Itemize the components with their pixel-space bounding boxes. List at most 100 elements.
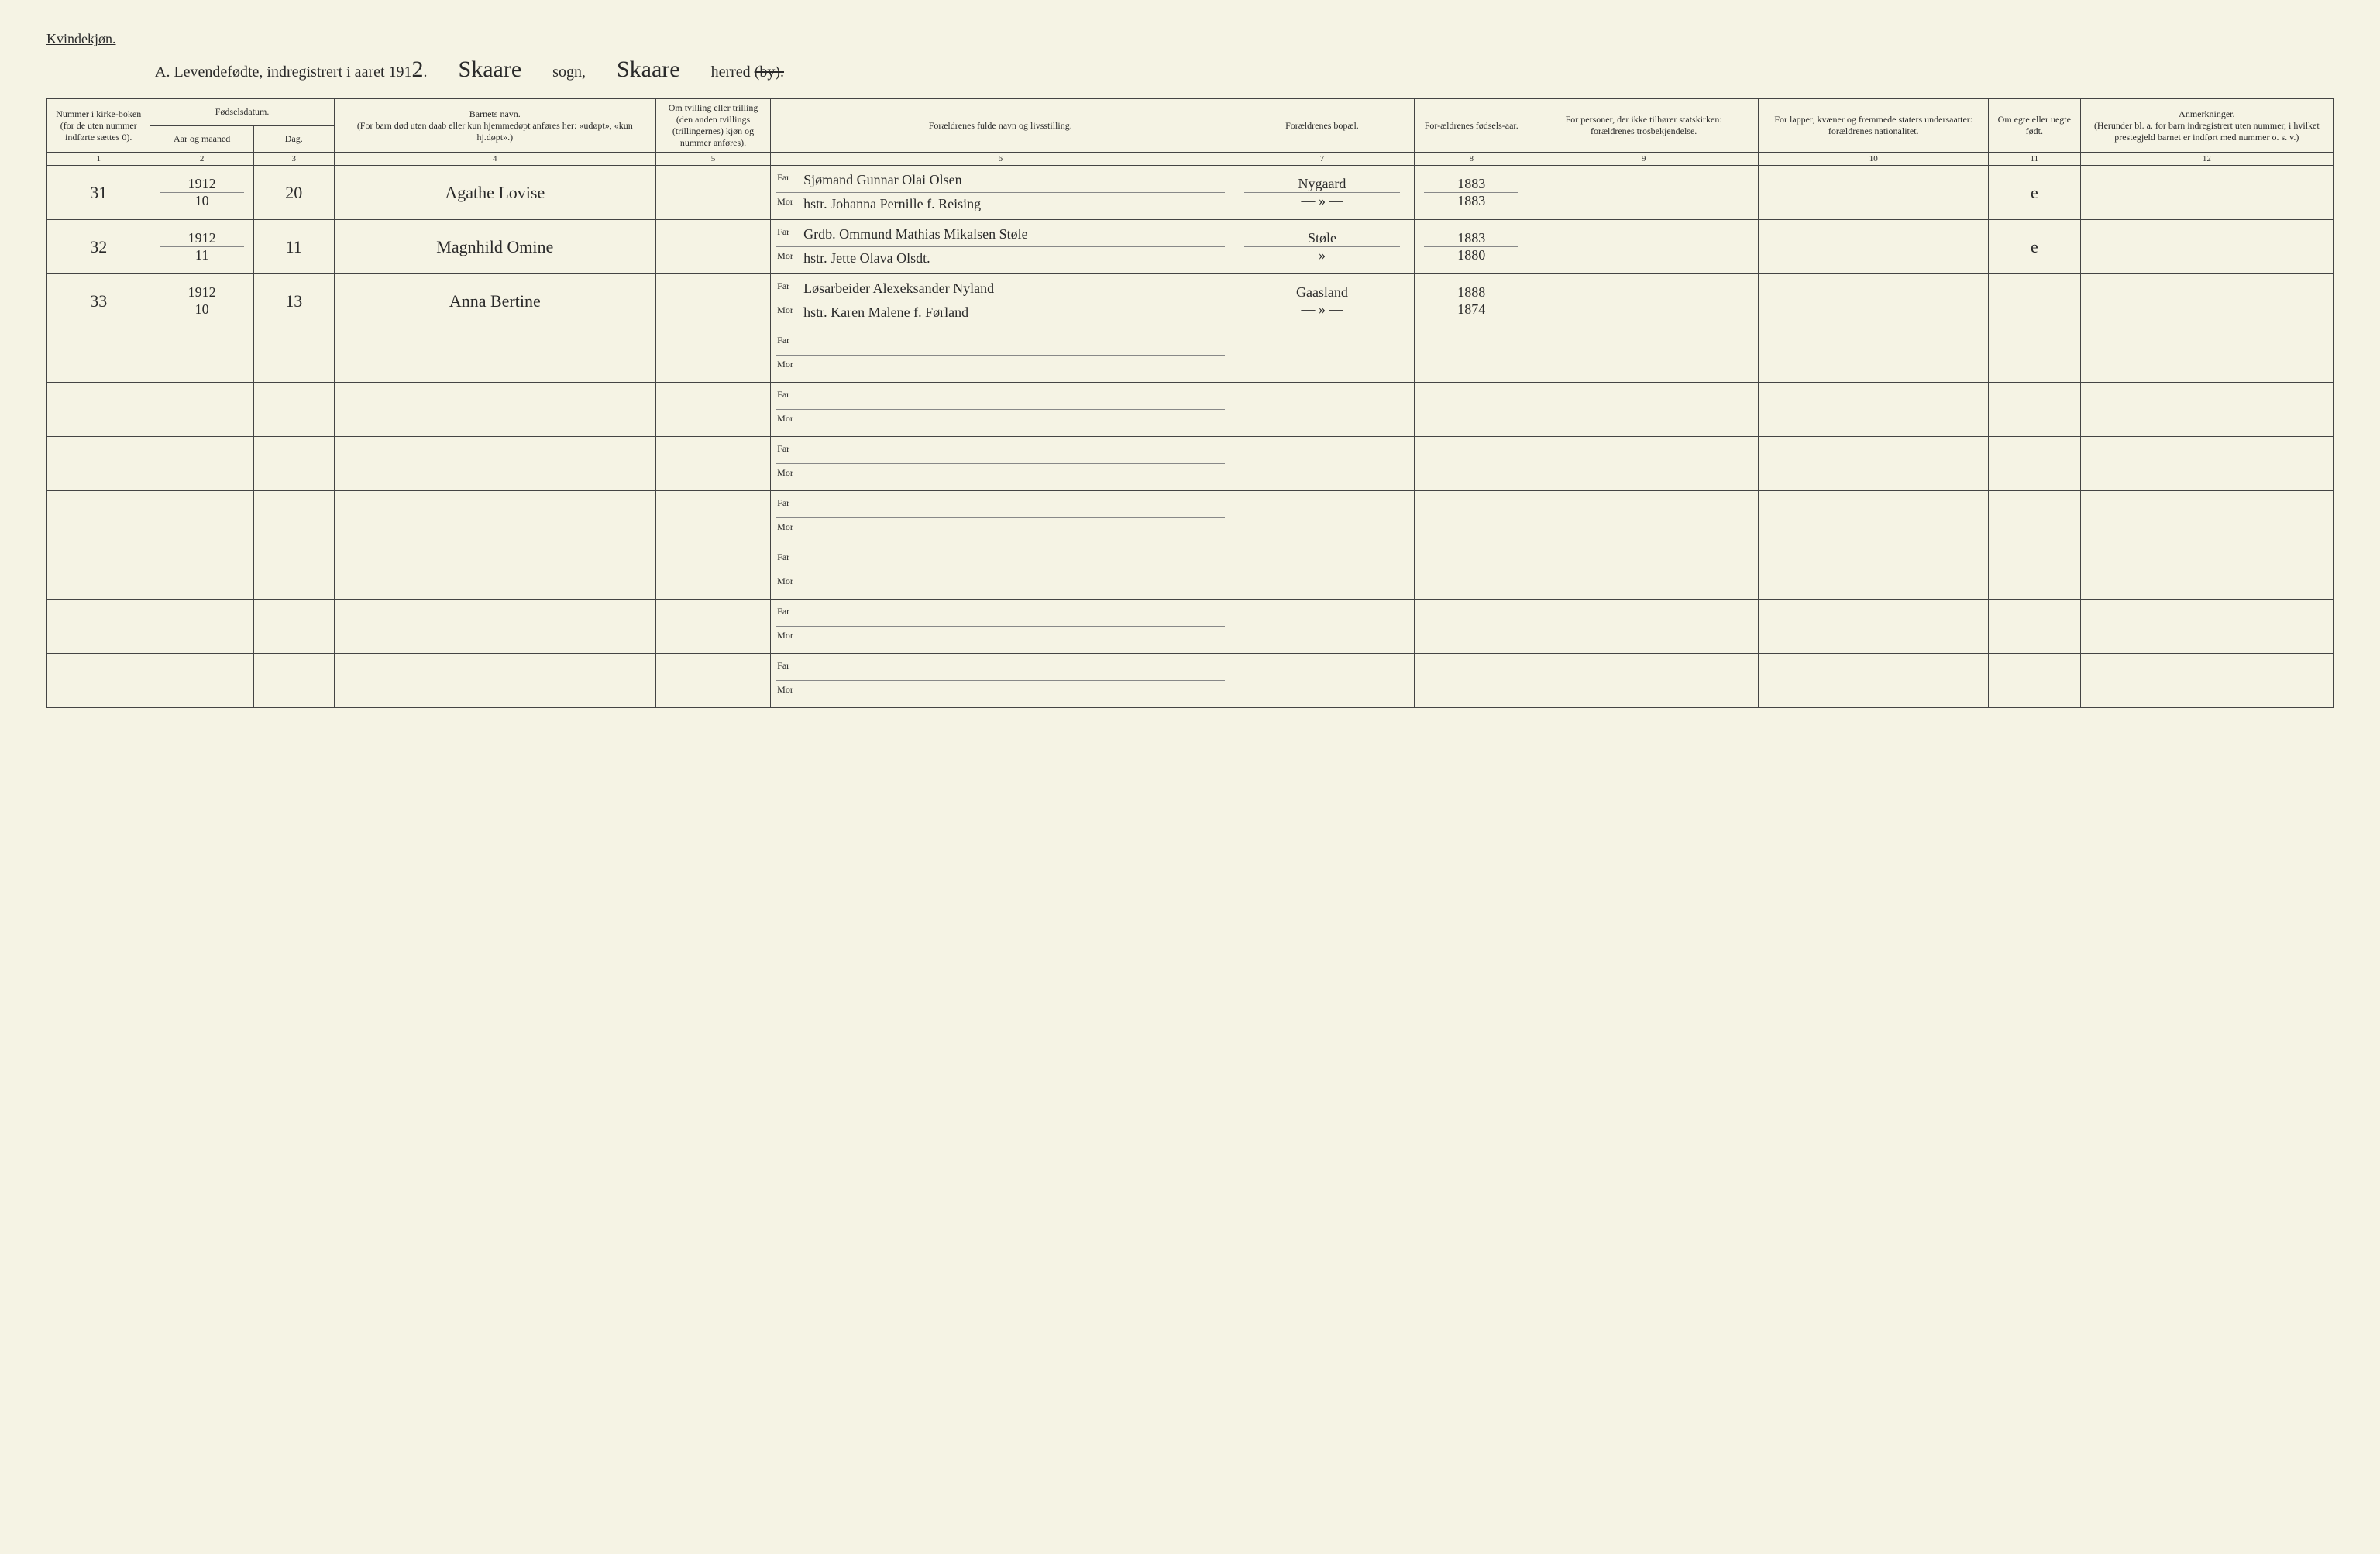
mor-label: Mor bbox=[777, 630, 799, 647]
table-row-empty: FarMor bbox=[47, 491, 2334, 545]
legitimate-cell bbox=[1989, 437, 2081, 491]
col-header-10: Om egte eller uegte født. bbox=[1989, 99, 2081, 153]
birth-day bbox=[253, 545, 334, 600]
column-number: 9 bbox=[1529, 153, 1759, 166]
child-name: Magnhild Omine bbox=[334, 220, 655, 274]
residence bbox=[1230, 437, 1414, 491]
far-label: Far bbox=[777, 552, 799, 569]
twin-cell bbox=[655, 654, 770, 708]
far-value: Grdb. Ommund Mathias Mikalsen Støle bbox=[803, 226, 1223, 243]
remarks-cell bbox=[2080, 166, 2333, 220]
residence bbox=[1230, 600, 1414, 654]
legitimate-cell bbox=[1989, 383, 2081, 437]
far-value bbox=[803, 443, 1223, 460]
remarks-cell bbox=[2080, 600, 2333, 654]
far-label: Far bbox=[777, 606, 799, 623]
residence bbox=[1230, 654, 1414, 708]
far-label: Far bbox=[777, 172, 799, 189]
religion-cell bbox=[1529, 383, 1759, 437]
parents-birth-years: 18881874 bbox=[1414, 274, 1529, 328]
twin-cell bbox=[655, 383, 770, 437]
table-row: 3119121020Agathe LoviseFarSjømand Gunnar… bbox=[47, 166, 2334, 220]
birth-year-month bbox=[150, 545, 253, 600]
register-table: Nummer i kirke-boken (for de uten nummer… bbox=[46, 98, 2334, 708]
religion-cell bbox=[1529, 600, 1759, 654]
sogn-label: sogn, bbox=[552, 64, 586, 81]
parents-cell: FarMor bbox=[771, 654, 1230, 708]
col-header-2b: Dag. bbox=[253, 125, 334, 153]
residence: Støle— » — bbox=[1230, 220, 1414, 274]
mor-value bbox=[803, 359, 1223, 376]
nationality-cell bbox=[1759, 491, 1989, 545]
far-value: Løsarbeider Alexeksander Nyland bbox=[803, 280, 1223, 297]
mor-value bbox=[803, 467, 1223, 484]
religion-cell bbox=[1529, 437, 1759, 491]
mor-label: Mor bbox=[777, 304, 799, 321]
birth-year-month: 191211 bbox=[150, 220, 253, 274]
parents-birth-years: 18831880 bbox=[1414, 220, 1529, 274]
entry-number: 33 bbox=[47, 274, 150, 328]
birth-day bbox=[253, 383, 334, 437]
birth-day: 20 bbox=[253, 166, 334, 220]
mor-value bbox=[803, 521, 1223, 538]
col-header-5: Forældrenes fulde navn og livsstilling. bbox=[771, 99, 1230, 153]
child-name bbox=[334, 654, 655, 708]
remarks-cell bbox=[2080, 220, 2333, 274]
legitimate-cell bbox=[1989, 600, 2081, 654]
parents-cell: FarLøsarbeider Alexeksander NylandMorhst… bbox=[771, 274, 1230, 328]
parents-birth-years bbox=[1414, 383, 1529, 437]
remarks-cell bbox=[2080, 383, 2333, 437]
legitimate-cell bbox=[1989, 274, 2081, 328]
column-number: 4 bbox=[334, 153, 655, 166]
mor-value bbox=[803, 576, 1223, 593]
far-value bbox=[803, 660, 1223, 677]
column-number: 1 bbox=[47, 153, 150, 166]
parents-birth-years bbox=[1414, 328, 1529, 383]
far-value bbox=[803, 606, 1223, 623]
remarks-cell bbox=[2080, 274, 2333, 328]
parents-cell: FarMor bbox=[771, 491, 1230, 545]
twin-cell bbox=[655, 545, 770, 600]
entry-number bbox=[47, 654, 150, 708]
birth-day bbox=[253, 491, 334, 545]
child-name bbox=[334, 383, 655, 437]
far-label: Far bbox=[777, 443, 799, 460]
birth-day bbox=[253, 328, 334, 383]
table-body: 3119121020Agathe LoviseFarSjømand Gunnar… bbox=[47, 166, 2334, 708]
title-row: A. Levendefødte, indregistrert i aaret 1… bbox=[155, 57, 2334, 83]
mor-label: Mor bbox=[777, 196, 799, 213]
table-row-empty: FarMor bbox=[47, 437, 2334, 491]
nationality-cell bbox=[1759, 600, 1989, 654]
birth-year-month bbox=[150, 600, 253, 654]
mor-value bbox=[803, 630, 1223, 647]
mor-label: Mor bbox=[777, 413, 799, 430]
child-name bbox=[334, 600, 655, 654]
far-label: Far bbox=[777, 226, 799, 243]
residence: Gaasland— » — bbox=[1230, 274, 1414, 328]
nationality-cell bbox=[1759, 274, 1989, 328]
birth-day bbox=[253, 600, 334, 654]
mor-label: Mor bbox=[777, 576, 799, 593]
far-value bbox=[803, 335, 1223, 352]
nationality-cell bbox=[1759, 220, 1989, 274]
nationality-cell bbox=[1759, 328, 1989, 383]
residence bbox=[1230, 491, 1414, 545]
twin-cell bbox=[655, 274, 770, 328]
child-name bbox=[334, 491, 655, 545]
twin-cell bbox=[655, 437, 770, 491]
religion-cell bbox=[1529, 328, 1759, 383]
child-name: Agathe Lovise bbox=[334, 166, 655, 220]
parents-birth-years bbox=[1414, 600, 1529, 654]
remarks-cell bbox=[2080, 491, 2333, 545]
gender-label: Kvindekjøn. bbox=[46, 31, 2334, 47]
entry-number: 31 bbox=[47, 166, 150, 220]
parents-cell: FarMor bbox=[771, 328, 1230, 383]
birth-year-month bbox=[150, 654, 253, 708]
col-header-4: Om tvilling eller trilling (den anden tv… bbox=[655, 99, 770, 153]
parents-cell: FarMor bbox=[771, 383, 1230, 437]
far-value: Sjømand Gunnar Olai Olsen bbox=[803, 172, 1223, 189]
birth-year-month bbox=[150, 491, 253, 545]
herred-value: Skaare bbox=[617, 57, 680, 83]
entry-number bbox=[47, 545, 150, 600]
remarks-cell bbox=[2080, 437, 2333, 491]
